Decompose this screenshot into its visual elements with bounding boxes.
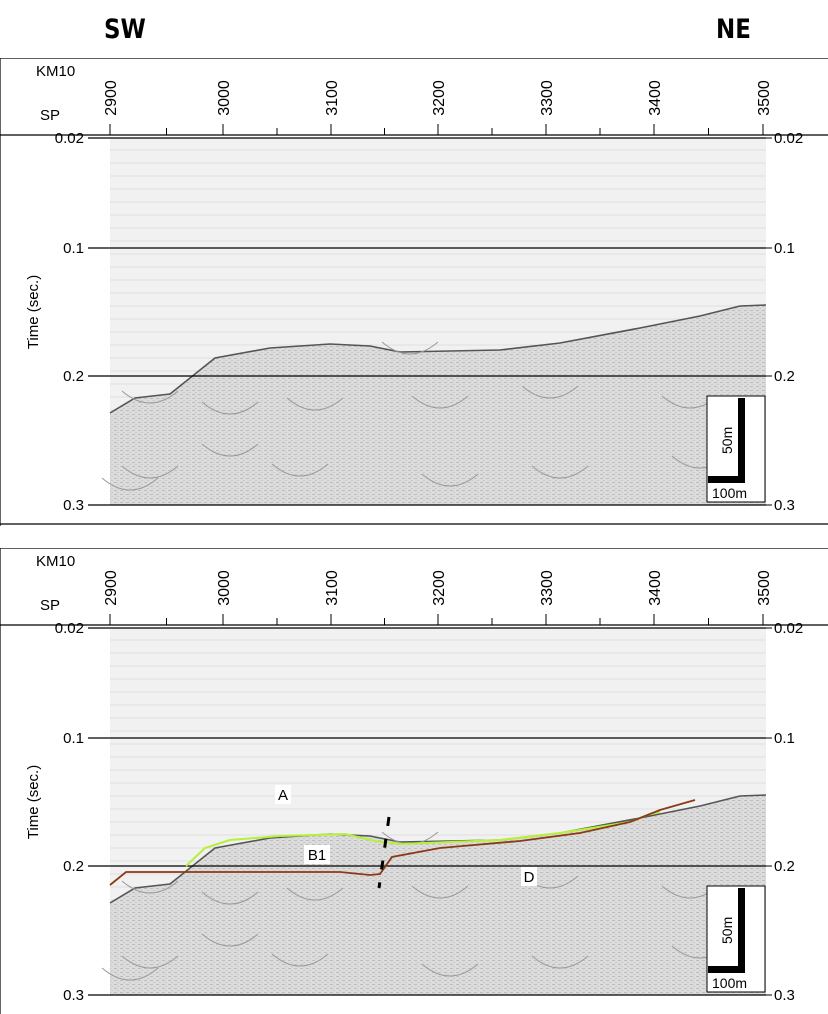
line-name-label: KM10: [36, 63, 75, 80]
diffraction-arc: [286, 887, 344, 901]
sp-tick-label: 2900: [103, 570, 120, 606]
time-tick-label-left: 0.2: [63, 368, 84, 385]
time-tick-label-left: 0.02: [55, 620, 84, 637]
seafloor-reflector: [109, 304, 767, 414]
unit-label-bg: [521, 867, 537, 886]
diffraction-arc: [101, 967, 159, 981]
scale-bar-horizontal: [708, 476, 745, 483]
time-tick-label-left: 0.1: [63, 240, 84, 257]
time-tick-label-right: 0.2: [774, 368, 795, 385]
unit-label-bg: [275, 785, 291, 804]
sp-tick-label: 3200: [431, 570, 448, 606]
diffraction-arc: [121, 390, 179, 404]
diffraction-arc: [286, 397, 344, 411]
diffraction-arc: [381, 341, 439, 355]
diffraction-arc: [121, 465, 179, 479]
diffraction-arc: [521, 385, 579, 399]
unit-label-a: A: [278, 787, 288, 804]
sp-tick-label: 3000: [216, 80, 233, 116]
diffraction-arc: [121, 955, 179, 969]
sp-tick-label: 3200: [431, 80, 448, 116]
sp-tick-label: 3400: [647, 570, 664, 606]
scale-label-horizontal: 100m: [712, 975, 747, 991]
time-tick-label-right: 0.02: [774, 130, 803, 147]
scale-label-vertical: 50m: [719, 917, 735, 944]
panel-frame: [0, 548, 828, 1014]
scale-bar-box: [706, 395, 766, 503]
direction-label-ne: NE: [716, 14, 751, 45]
sp-tick-label: 3500: [756, 570, 773, 606]
scale-label-horizontal: 100m: [712, 485, 747, 501]
panel-svg: 0.02 0.02 0.1 0.1 0.2 0.2 0.3 0.3 Time (sec.) KM1…: [0, 548, 828, 1014]
horizon-brown: [109, 799, 696, 886]
direction-label-sw: SW: [104, 14, 146, 45]
sp-tick-label: 3100: [324, 80, 341, 116]
diffraction-arc: [201, 443, 259, 457]
unit-label-bg: [304, 845, 330, 864]
sp-tick-label: 3100: [324, 570, 341, 606]
sediment-body: [110, 795, 766, 995]
unit-label-d: D: [524, 869, 535, 886]
scale-bar-vertical: [738, 398, 745, 480]
diffraction-arc: [201, 891, 259, 905]
diffraction-arc: [411, 885, 469, 899]
time-tick-label-right: 0.2: [774, 858, 795, 875]
diffraction-arc: [421, 473, 479, 487]
diffraction-arc: [121, 880, 179, 894]
diffraction-arc: [101, 477, 159, 491]
panel-frame: [0, 58, 828, 526]
scale-bar-horizontal: [708, 966, 745, 973]
diffraction-arc: [531, 465, 589, 479]
y-axis-label: Time (sec.): [25, 765, 42, 839]
sp-tick-label: 3300: [539, 570, 556, 606]
scale-bar-box: [706, 885, 766, 993]
diffraction-arc: [421, 963, 479, 977]
sediment-body: [110, 305, 766, 505]
sp-tick-label: 2900: [103, 80, 120, 116]
sp-tick-label: 3300: [539, 80, 556, 116]
line-name-label: KM10: [36, 553, 75, 570]
time-tick-label-left: 0.02: [55, 130, 84, 147]
sp-tick-label: 3000: [216, 570, 233, 606]
scale-bar-vertical: [738, 888, 745, 970]
time-tick-label-right: 0.1: [774, 730, 795, 747]
time-tick-label-right: 0.02: [774, 620, 803, 637]
diffraction-arc: [531, 955, 589, 969]
diffraction-arc: [271, 953, 329, 967]
seismic-panel-bottom: 0.02 0.02 0.1 0.1 0.2 0.2 0.3 0.3 Time (sec.) KM1…: [0, 548, 828, 1014]
sp-tick-label: 3400: [647, 80, 664, 116]
y-axis-label: Time (sec.): [25, 275, 42, 349]
time-tick-label-left: 0.2: [63, 858, 84, 875]
time-tick-label-right: 0.3: [774, 987, 795, 1004]
unit-label-b1: B1: [308, 847, 326, 864]
time-tick-label-right: 0.3: [774, 497, 795, 514]
time-tick-label-left: 0.1: [63, 730, 84, 747]
scale-label-vertical: 50m: [719, 427, 735, 454]
time-tick-label-left: 0.3: [63, 497, 84, 514]
diffraction-arc: [411, 395, 469, 409]
seismic-panel-top: 0.02 0.02 0.1 0.1 0.2 0.2 0.3 0.3 Time (sec.) KM1…: [0, 58, 828, 526]
diffraction-arc: [201, 933, 259, 947]
sp-axis-label: SP: [40, 597, 60, 614]
sp-axis-label: SP: [40, 107, 60, 124]
time-tick-label-right: 0.1: [774, 240, 795, 257]
sp-tick-label: 3500: [756, 80, 773, 116]
panel-svg: 0.02 0.02 0.1 0.1 0.2 0.2 0.3 0.3 Time (sec.) KM1…: [0, 58, 828, 526]
time-tick-label-left: 0.3: [63, 987, 84, 1004]
diffraction-arc: [201, 401, 259, 415]
diffraction-arc: [271, 463, 329, 477]
